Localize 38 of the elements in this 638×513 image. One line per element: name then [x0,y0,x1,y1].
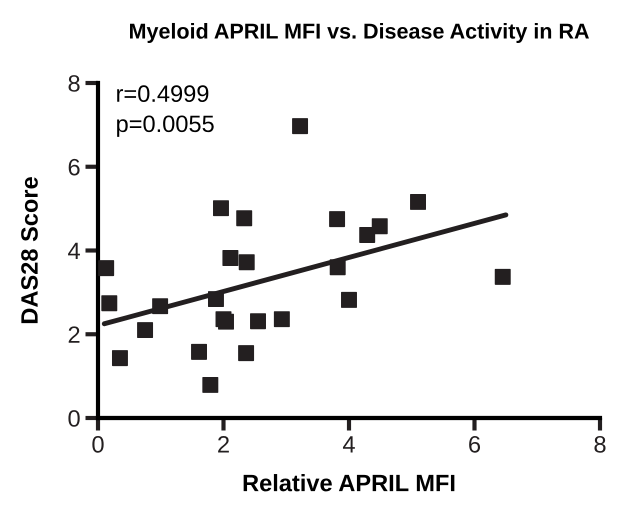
point [208,291,224,308]
point [330,259,346,276]
point [222,250,238,266]
x-tick-label: 0 [92,436,104,453]
point [112,350,128,366]
point [98,260,114,276]
point [250,313,266,330]
y-tick-label: 2 [68,326,80,343]
point [372,218,388,234]
chart-title: Myeloid APRIL MFI vs. Disease Activity in RA [130,22,589,44]
y-tick-label: 6 [68,158,80,176]
y-axis-title: DAS28 Score [21,177,38,324]
annotation: p=0.0055 [117,115,214,137]
point [410,194,426,210]
point [191,344,208,360]
point [359,227,376,243]
x-tick-label: 8 [594,436,606,453]
x-tick-label: 6 [469,436,480,453]
point [213,200,229,216]
point [238,345,254,362]
point [238,254,255,270]
y-tick-label: 0 [68,410,80,427]
point [494,268,511,285]
annotation: r=0.4999 [117,85,208,102]
y-tick-label: 4 [68,242,80,260]
point [274,311,290,328]
x-axis-title: Relative APRIL MFI [244,474,454,492]
x-tick-label: 2 [218,436,229,452]
y-tick-label: 8 [68,75,80,92]
point [101,295,118,312]
point [152,298,168,314]
point [202,376,218,393]
point [236,210,252,226]
x-tick-label: 4 [342,436,355,452]
point [137,322,154,338]
point [292,118,308,134]
point [329,211,346,228]
point [341,292,357,308]
